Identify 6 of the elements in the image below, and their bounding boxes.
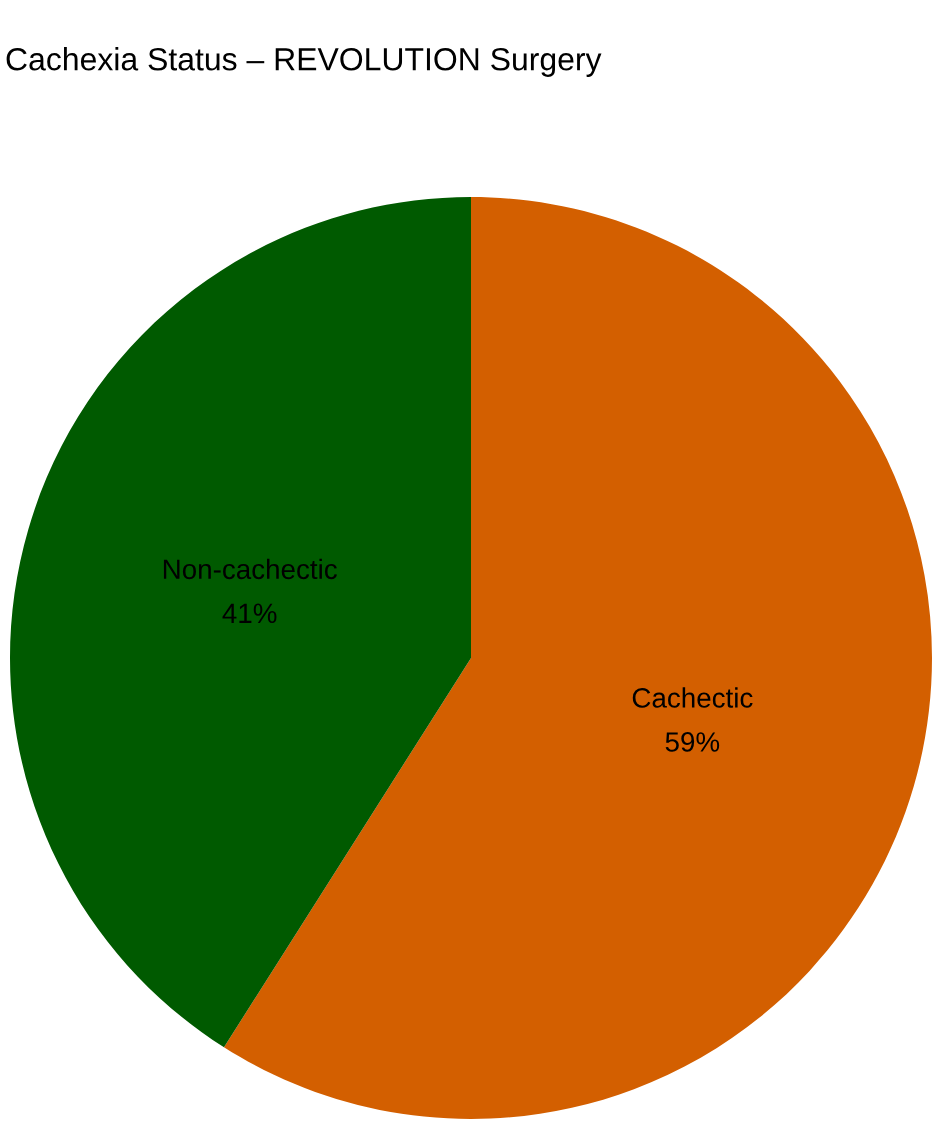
data-label: 59% (665, 732, 720, 752)
slice-label: Cachectic (632, 687, 753, 708)
slice-label: Non-cachectic (163, 558, 337, 580)
data-label: 41% (222, 603, 277, 624)
chart-title: Cachexia Status – REVOLUTION Surgery (6, 47, 602, 77)
pie-slice (10, 197, 471, 1048)
